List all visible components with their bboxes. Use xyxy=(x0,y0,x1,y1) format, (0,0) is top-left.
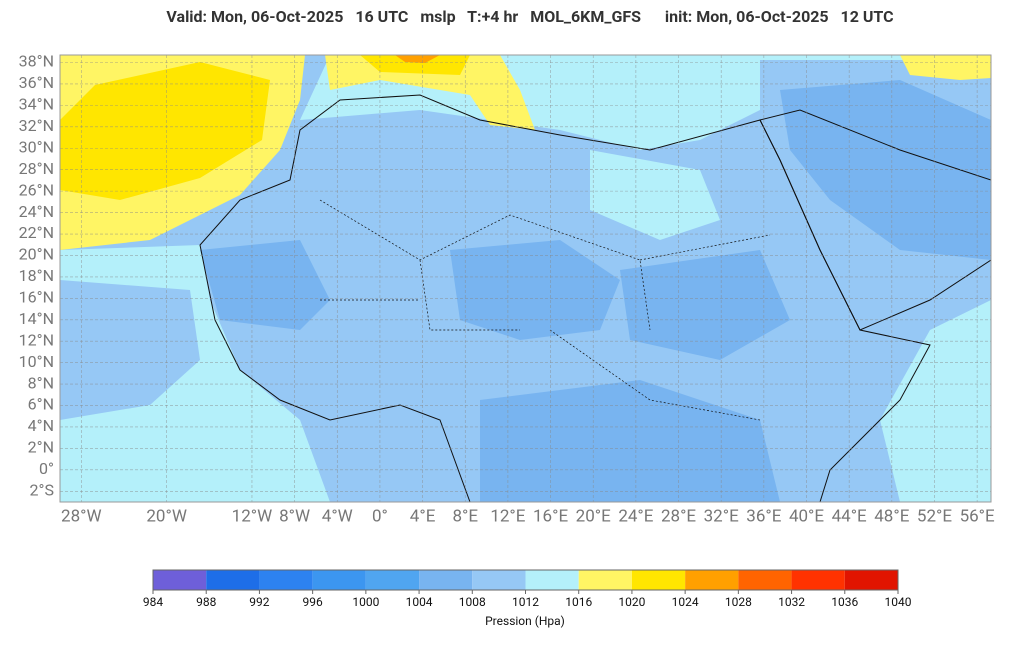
colorbar-bin xyxy=(525,570,579,590)
colorbar-tick-label: 1040 xyxy=(885,595,912,609)
lon-label: 56°E xyxy=(960,506,995,526)
grid xyxy=(60,55,991,502)
colorbar-tick-label: 992 xyxy=(249,595,269,609)
title: Valid: Mon, 06-Oct-2025 16 UTC mslp T:+4… xyxy=(166,7,893,26)
lat-label: 34°N xyxy=(19,95,54,114)
lon-label: 12°E xyxy=(490,506,525,526)
lat-label: 32°N xyxy=(19,116,54,135)
lon-label: 16°E xyxy=(533,506,568,526)
lat-label: 12°N xyxy=(19,330,54,349)
colorbar-tick-label: 1024 xyxy=(672,595,699,609)
lat-label: 16°N xyxy=(19,288,54,307)
colorbar-tick-label: 988 xyxy=(196,595,216,609)
lat-label: 26°N xyxy=(19,180,54,199)
colorbar-bin xyxy=(206,570,260,590)
colorbar-bin xyxy=(365,570,420,590)
colorbar-tick-label: 1000 xyxy=(352,595,379,609)
colorbar-tick-label: 1008 xyxy=(459,595,486,609)
colorbar-bin xyxy=(419,570,473,590)
colorbar-bin xyxy=(631,570,686,590)
lat-label: 30°N xyxy=(19,137,54,156)
lat-label: 28°N xyxy=(19,159,54,178)
lat-label: 2°S xyxy=(30,480,54,499)
colorbar-tick-label: 1016 xyxy=(565,595,592,609)
lon-label: 28°W xyxy=(61,506,102,526)
colorbar-tick-label: 1032 xyxy=(778,595,805,609)
lon-label: 20°W xyxy=(146,506,187,526)
lon-label: 40°E xyxy=(789,506,824,526)
lat-label: 8°N xyxy=(28,373,54,392)
lon-label: 8°W xyxy=(279,506,310,526)
colorbar: 984 988 992 996 1000 1004 1008 1012 1016 1020 1024… xyxy=(143,569,912,609)
lat-label: 2°N xyxy=(28,438,54,457)
lat-label: 36°N xyxy=(19,73,54,92)
lat-label: 24°N xyxy=(19,202,54,221)
colorbar-tick-label: 1004 xyxy=(406,595,433,609)
lon-label: 8°E xyxy=(452,506,478,526)
lon-label: 52°E xyxy=(917,506,952,526)
lat-label: 38°N xyxy=(19,52,54,71)
lon-label: 20°E xyxy=(576,506,611,526)
colorbar-tick-label: 1028 xyxy=(725,595,752,609)
lon-label: 24°E xyxy=(618,506,653,526)
colorbar-tick-label: 1020 xyxy=(618,595,645,609)
map-field xyxy=(60,55,991,502)
colorbar-tick-label: 1036 xyxy=(831,595,858,609)
colorbar-bin xyxy=(472,570,526,590)
colorbar-tick-label: 996 xyxy=(303,595,323,609)
lat-label: 18°N xyxy=(19,266,54,285)
lon-label: 0° xyxy=(372,506,388,526)
colorbar-bin xyxy=(312,570,366,590)
lon-label: 36°E xyxy=(746,506,781,526)
lat-label: 22°N xyxy=(19,223,54,242)
lat-label: 0° xyxy=(39,459,54,478)
lon-label: 32°E xyxy=(704,506,739,526)
lon-label: 4°W xyxy=(322,506,353,526)
lon-label: 44°E xyxy=(832,506,867,526)
lon-label: 28°E xyxy=(661,506,696,526)
colorbar-label: Pression (Hpa) xyxy=(485,614,565,628)
lon-label: 48°E xyxy=(874,506,909,526)
colorbar-tick-label: 1012 xyxy=(512,595,539,609)
colorbar-bin xyxy=(153,570,207,590)
colorbar-bin xyxy=(791,570,845,590)
lat-label: 6°N xyxy=(28,395,54,414)
lat-label: 20°N xyxy=(19,245,54,264)
colorbar-bin xyxy=(259,570,313,590)
lat-label: 4°N xyxy=(28,416,54,435)
map-frame xyxy=(59,54,992,503)
colorbar-tick-label: 984 xyxy=(143,595,163,609)
lon-label: 4°E xyxy=(410,506,436,526)
colorbar-bin xyxy=(685,570,739,590)
lat-label: 14°N xyxy=(19,309,54,328)
colorbar-bin xyxy=(738,570,792,590)
lon-label: 12°W xyxy=(232,506,273,526)
lat-label: 10°N xyxy=(19,352,54,371)
colorbar-bin xyxy=(578,570,632,590)
colorbar-bin xyxy=(844,570,898,590)
